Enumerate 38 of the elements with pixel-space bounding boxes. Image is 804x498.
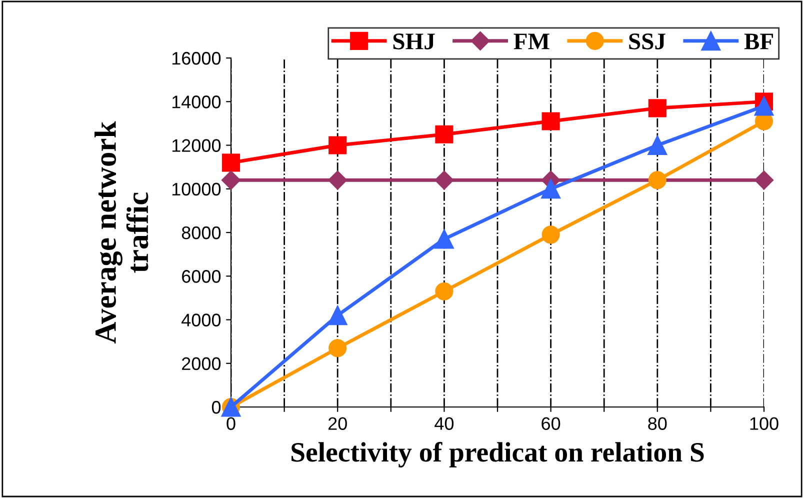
point — [648, 99, 666, 118]
point — [434, 170, 454, 190]
x-tick-label: 0 — [226, 417, 236, 430]
point — [328, 170, 348, 190]
y-tick-label: 14000 — [172, 96, 221, 108]
y-axis-title: Average network traffic — [94, 121, 148, 344]
point — [541, 179, 561, 199]
point — [648, 136, 668, 155]
legend-label: BF — [744, 34, 773, 50]
point — [435, 282, 454, 300]
y-tick-label: 10000 — [172, 182, 221, 196]
point — [328, 306, 348, 326]
point — [542, 226, 560, 244]
y-tick-label: 12000 — [172, 139, 221, 152]
x-axis-title: Selectivity of predicat on relation S — [292, 442, 704, 468]
x-tick-label: 20 — [328, 417, 347, 430]
legend-label: SHJ — [393, 34, 435, 50]
legend-label: FM — [514, 34, 550, 50]
y-tick-label: 6000 — [182, 270, 221, 283]
x-tick-label: 40 — [434, 417, 454, 430]
point — [754, 96, 774, 116]
point — [328, 339, 347, 358]
y-tick-label: 16000 — [172, 52, 221, 65]
y-tick-label: 8000 — [182, 226, 221, 240]
point — [542, 112, 560, 130]
y-tick-label: 2000 — [182, 357, 221, 370]
x-tick-label: 60 — [542, 417, 560, 430]
y-tick-label: 4000 — [182, 314, 221, 326]
point — [435, 125, 454, 144]
point — [754, 170, 774, 190]
point — [221, 170, 241, 190]
point — [328, 136, 347, 154]
point — [434, 229, 454, 249]
legend-label: SSJ — [629, 34, 666, 50]
y-tick-label: 0 — [212, 400, 221, 414]
x-tick-label: 100 — [750, 417, 778, 430]
x-tick-label: 80 — [648, 417, 667, 430]
point — [222, 154, 240, 172]
